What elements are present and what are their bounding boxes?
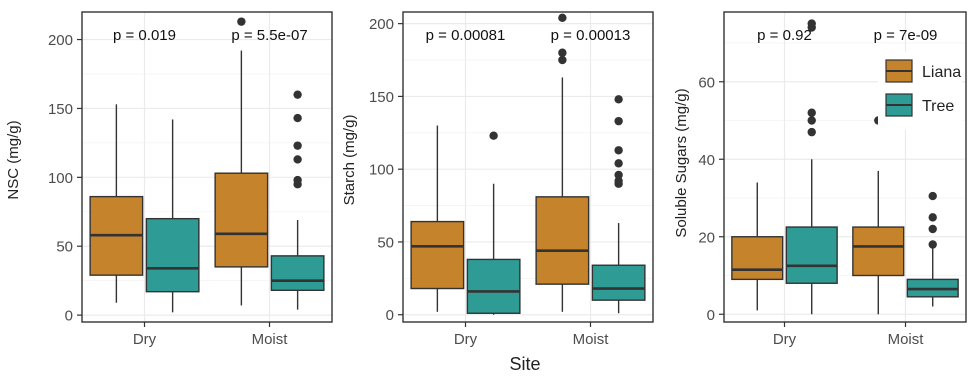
y-axis-title: NSC (mg/g) — [5, 120, 22, 199]
outlier-point-2 — [807, 108, 816, 117]
box-liana-dry — [731, 182, 784, 311]
outlier-point-1 — [293, 175, 302, 185]
y-axis-title: Starch (mg/g) — [341, 115, 358, 206]
outlier-point-2 — [558, 13, 567, 23]
outlier-point-3 — [293, 141, 302, 150]
box-iqr — [535, 196, 590, 285]
outlier-point-1 — [928, 224, 937, 234]
y-tick-label-4: 200 — [369, 16, 394, 33]
outlier-point-5 — [614, 116, 623, 126]
box-liana-dry — [89, 104, 144, 303]
outlier-point-1 — [614, 176, 623, 186]
box-iqr — [591, 264, 646, 301]
box-tree-moist — [591, 95, 646, 314]
box-iqr — [466, 258, 521, 314]
x-tick-label-1: Moist — [888, 331, 925, 348]
y-tick-label-2: 40 — [698, 152, 715, 169]
box-tree-dry — [145, 119, 200, 313]
outlier-point-0 — [807, 127, 816, 137]
y-tick-label-1: 50 — [56, 239, 73, 256]
panel-border — [402, 11, 654, 323]
outlier-point-4 — [614, 146, 623, 155]
y-tick-label-0: 0 — [707, 307, 715, 324]
y-tick-label-2: 100 — [48, 170, 73, 187]
outlier-point-0 — [489, 131, 498, 140]
y-tick-label-2: 100 — [369, 162, 394, 179]
box-liana-moist — [852, 116, 905, 315]
outlier-point-0 — [558, 55, 567, 65]
legend: Liana Tree — [878, 52, 962, 130]
panel-border — [81, 11, 333, 323]
panel-soluble-sugars: p = 0.92 p = 7e-09 Liana Tree 0 20 40 60 Dry Mois… — [673, 11, 967, 348]
box-iqr — [270, 255, 325, 292]
y-tick-label-3: 150 — [369, 89, 394, 106]
outlier-point-3 — [614, 159, 623, 168]
y-tick-label-3: 150 — [48, 101, 73, 118]
y-axis-title: Soluble Sugars (mg/g) — [673, 88, 690, 237]
box-tree-moist — [906, 191, 959, 307]
panel-nsc: p = 0.019 p = 5.5e-07 0 50 100 150 200 Dry Moist… — [5, 11, 333, 348]
p-value-label-0: p = 0.019 — [113, 27, 176, 44]
outlier-point-2 — [928, 213, 937, 222]
panel-starch: p = 0.00081 p = 0.00013 0 50 100 150 200 Dry Moi… — [341, 11, 654, 348]
outlier-point-1 — [807, 116, 816, 125]
outlier-point-0 — [237, 17, 246, 26]
box-liana-moist — [535, 13, 590, 312]
panel-border — [723, 11, 967, 323]
outlier-point-1 — [558, 48, 567, 57]
y-tick-label-4: 200 — [48, 32, 73, 49]
box-iqr — [214, 172, 269, 268]
box-iqr — [785, 226, 838, 284]
box-iqr — [852, 226, 905, 277]
box-tree-moist — [270, 90, 325, 310]
box-iqr — [145, 217, 200, 293]
outlier-point-2 — [614, 170, 623, 180]
outlier-point-2 — [293, 155, 302, 164]
y-tick-label-3: 60 — [698, 74, 715, 91]
p-value-label-1: p = 7e-09 — [874, 27, 938, 44]
box-liana-dry — [410, 125, 465, 312]
y-tick-label-0: 0 — [65, 308, 73, 325]
outlier-point-6 — [614, 95, 623, 104]
box-tree-dry — [466, 131, 521, 315]
box-liana-moist — [214, 17, 269, 306]
x-tick-label-0: Dry — [454, 331, 478, 348]
y-tick-label-1: 20 — [698, 229, 715, 246]
x-tick-label-1: Moist — [573, 331, 610, 348]
p-value-label-0: p = 0.00081 — [426, 27, 506, 44]
box-tree-dry — [785, 19, 838, 315]
legend-label-liana: Liana — [922, 64, 961, 81]
box-iqr — [731, 236, 784, 281]
p-value-label-1: p = 0.00013 — [551, 27, 631, 44]
y-tick-label-0: 0 — [386, 307, 394, 324]
x-tick-label-1: Moist — [252, 331, 289, 348]
legend-label-tree: Tree — [922, 98, 954, 115]
outlier-point-4 — [807, 19, 816, 28]
x-tick-label-0: Dry — [133, 331, 157, 348]
x-axis-title: Site — [509, 354, 540, 374]
outlier-point-5 — [293, 90, 302, 99]
outlier-point-4 — [293, 113, 302, 123]
outlier-point-3 — [928, 191, 937, 201]
p-value-label-1: p = 5.5e-07 — [231, 27, 307, 44]
box-iqr — [410, 220, 465, 290]
outlier-point-0 — [928, 240, 937, 249]
p-value-label-0: p = 0.92 — [757, 27, 812, 44]
y-tick-label-1: 50 — [377, 234, 394, 251]
x-tick-label-0: Dry — [773, 331, 797, 348]
